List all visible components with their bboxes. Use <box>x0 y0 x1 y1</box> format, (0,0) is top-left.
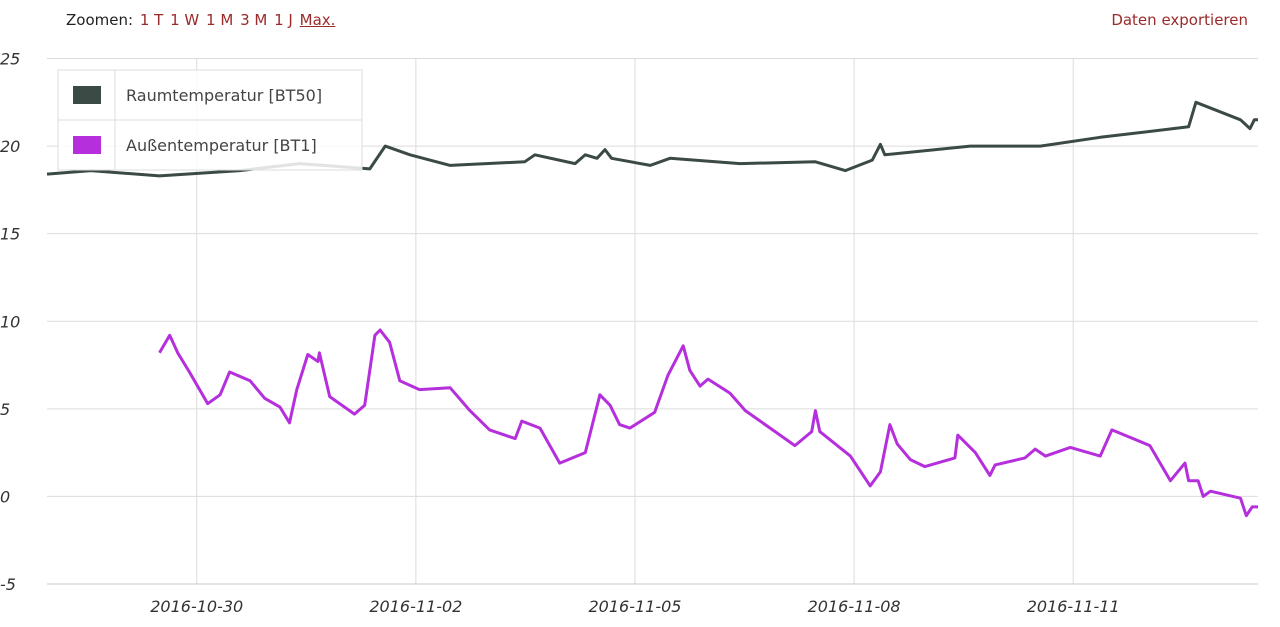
zoom-option[interactable]: 1 T <box>139 11 164 29</box>
x-tick-label: 2016-11-11 <box>1027 597 1120 616</box>
x-tick-label: 2016-11-05 <box>588 597 681 616</box>
y-tick-label: 0 <box>0 487 10 506</box>
zoom-option[interactable]: 1 M <box>206 11 234 29</box>
x-tick-label: 2016-10-30 <box>150 597 243 616</box>
legend-swatch <box>73 136 101 154</box>
y-tick-label: 5 <box>0 400 10 419</box>
y-tick-label: 15 <box>0 225 20 244</box>
legend-label: Raumtemperatur [BT50] <box>126 86 322 105</box>
x-tick-label: 2016-11-08 <box>808 597 901 616</box>
toolbar: Zoomen: 1 T 1 W 1 M 3 M 1 J Max. Daten e… <box>0 0 1280 40</box>
series-line <box>158 328 1258 518</box>
zoom-label: Zoomen: <box>66 11 134 29</box>
x-tick-label: 2016-11-02 <box>369 597 462 616</box>
zoom-option[interactable]: Max. <box>299 11 336 29</box>
y-tick-label: 20 <box>0 137 20 156</box>
y-tick-label: 25 <box>0 50 20 69</box>
zoom-bar: Zoomen: 1 T 1 W 1 M 3 M 1 J Max. <box>66 11 335 29</box>
zoom-option[interactable]: 1 J <box>274 11 293 29</box>
legend-swatch <box>73 86 101 104</box>
legend: Raumtemperatur [BT50] Außentemperatur [BT… <box>57 69 363 171</box>
zoom-option[interactable]: 1 W <box>170 11 200 29</box>
y-tick-label: -5 <box>0 575 16 594</box>
series-line <box>46 100 1258 178</box>
zoom-option[interactable]: 3 M <box>240 11 268 29</box>
export-link[interactable]: Daten exportieren <box>1111 11 1248 29</box>
y-tick-label: 10 <box>0 312 20 331</box>
legend-label: Außentemperatur [BT1] <box>126 136 317 155</box>
